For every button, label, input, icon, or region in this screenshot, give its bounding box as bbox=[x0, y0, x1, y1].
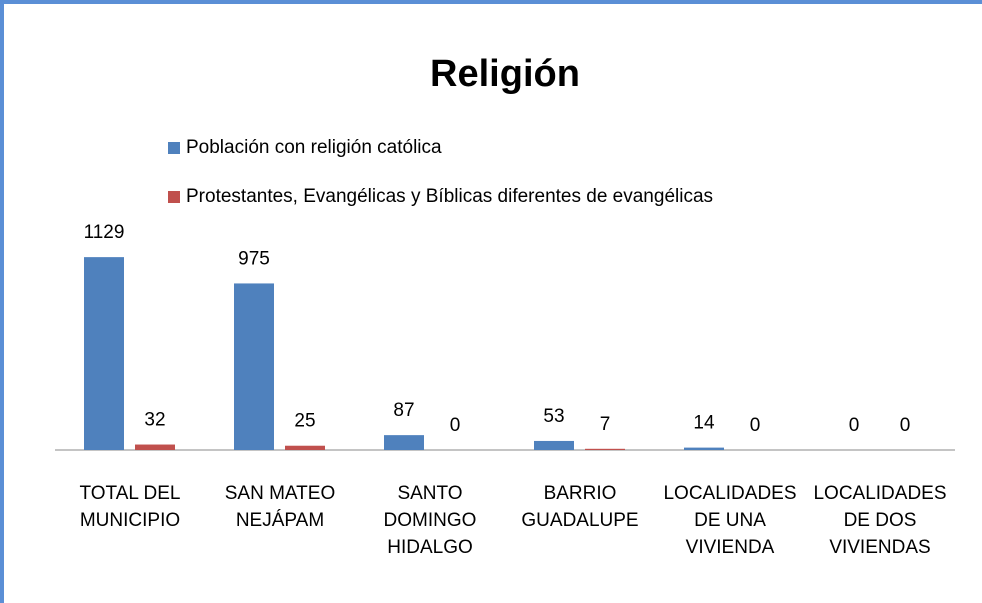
x-tick-label: LOCALIDADES DE UNA VIVIENDA bbox=[663, 483, 797, 558]
data-label: 0 bbox=[450, 415, 461, 436]
legend-label: Población con religión católica bbox=[186, 137, 442, 158]
legend-swatch bbox=[168, 191, 180, 203]
x-tick-label: TOTAL DEL MUNICIPIO bbox=[79, 483, 181, 531]
bar bbox=[84, 257, 124, 450]
data-label: 14 bbox=[693, 413, 715, 434]
data-label: 87 bbox=[393, 400, 414, 421]
data-label: 0 bbox=[849, 415, 860, 436]
bar bbox=[234, 283, 274, 450]
data-label: 7 bbox=[600, 414, 611, 435]
data-label: 32 bbox=[144, 410, 165, 431]
data-label: 1129 bbox=[84, 222, 125, 243]
bar bbox=[585, 448, 625, 450]
bar bbox=[135, 444, 175, 450]
x-tick-label: SAN MATEO NEJÁPAM bbox=[224, 483, 336, 531]
data-label: 0 bbox=[750, 415, 761, 436]
x-tick-label: BARRIO GUADALUPE bbox=[521, 483, 639, 531]
x-tick-label: LOCALIDADES DE DOS VIVIENDAS bbox=[813, 483, 947, 558]
data-label: 975 bbox=[238, 248, 270, 269]
data-label: 0 bbox=[900, 415, 911, 436]
bar bbox=[384, 435, 424, 450]
legend-swatch bbox=[168, 142, 180, 154]
bar bbox=[684, 447, 724, 450]
bar bbox=[285, 445, 325, 450]
x-tick-label: SANTO DOMINGO HIDALGO bbox=[383, 483, 477, 558]
chart-title: Religión bbox=[430, 53, 580, 95]
bar bbox=[534, 440, 574, 450]
data-label: 53 bbox=[543, 406, 564, 427]
data-label: 25 bbox=[294, 411, 315, 432]
legend-label: Protestantes, Evangélicas y Bíblicas dif… bbox=[186, 186, 713, 207]
